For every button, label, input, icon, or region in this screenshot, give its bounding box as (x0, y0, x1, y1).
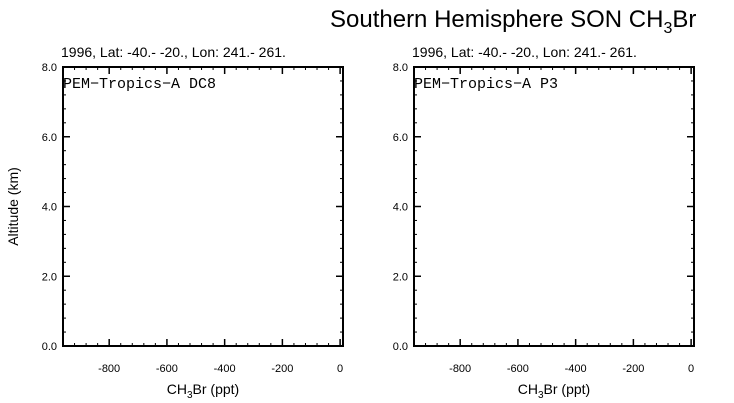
panel2-x-axis-label-main: CH (518, 381, 538, 397)
panel2-x-axis-label: CH3Br (ppt) (518, 381, 590, 401)
panel1-y-tick-label: 4.0 (42, 202, 57, 214)
figure-title: Southern Hemisphere SON CH3Br (330, 6, 696, 37)
panel1-x-tick-label: -200 (271, 363, 293, 375)
panel2-x-axis-label-tail: Br (ppt) (544, 381, 591, 397)
panel1-x-tick-label: -600 (156, 363, 178, 375)
panel1-y-tick-label: 6.0 (42, 132, 57, 144)
panel2-y-tick-label: 6.0 (393, 132, 408, 144)
panel2-x-tick-label: -400 (565, 363, 587, 375)
panel2-subtitle: 1996, Lat: -40.- -20., Lon: 241.- 261. (412, 44, 637, 60)
panel1-x-tick-label: -800 (98, 363, 120, 375)
panel2-x-axis-label-subscript: 3 (538, 390, 544, 401)
figure-title-main: Southern Hemisphere SON CH (330, 6, 663, 33)
panel1-y-tick-label: 0.0 (42, 341, 57, 353)
panel2-y-tick-label: 4.0 (393, 202, 408, 214)
panel1-x-axis-label-subscript: 3 (187, 390, 193, 401)
panel2-x-tick-label: -800 (449, 363, 471, 375)
panel1-y-tick-label: 8.0 (42, 62, 57, 74)
panel1-y-tick-label: 2.0 (42, 271, 57, 283)
panel2-y-tick-label: 0.0 (393, 341, 408, 353)
panel1-annotation: PEM−Tropics−A DC8 (63, 76, 216, 93)
panel2-x-tick-label: 0 (688, 363, 694, 375)
panel1-subtitle: 1996, Lat: -40.- -20., Lon: 241.- 261. (61, 44, 286, 60)
panel1-x-axis-label-main: CH (167, 381, 187, 397)
panel2-plot-frame (413, 66, 695, 347)
panel2-chart: 0.0 2.0 4.0 6.0 8.0 -800 -600 -400 -200 0 1996, La… (393, 44, 695, 401)
panel1-y-axis-label: Altitude (km) (5, 167, 21, 246)
figure-title-tail: Br (672, 6, 696, 33)
panel2-x-tick-label: -600 (507, 363, 529, 375)
panel1-x-axis-label: CH3Br (ppt) (167, 381, 239, 401)
figure-title-subscript: 3 (663, 20, 672, 37)
panel1-x-axis-label-tail: Br (ppt) (193, 381, 240, 397)
panel1-chart: 0.0 2.0 4.0 6.0 8.0 -800 -600 -400 -200 0 1996, La… (5, 44, 344, 401)
panel2-annotation: PEM−Tropics−A P3 (414, 76, 558, 93)
panel2-y-tick-label: 8.0 (393, 62, 408, 74)
panel1-x-tick-label: -400 (214, 363, 236, 375)
panel1-plot-frame (62, 66, 344, 347)
panel2-x-tick-label: -200 (622, 363, 644, 375)
panel2-y-tick-label: 2.0 (393, 271, 408, 283)
panel1-x-tick-label: 0 (337, 363, 343, 375)
